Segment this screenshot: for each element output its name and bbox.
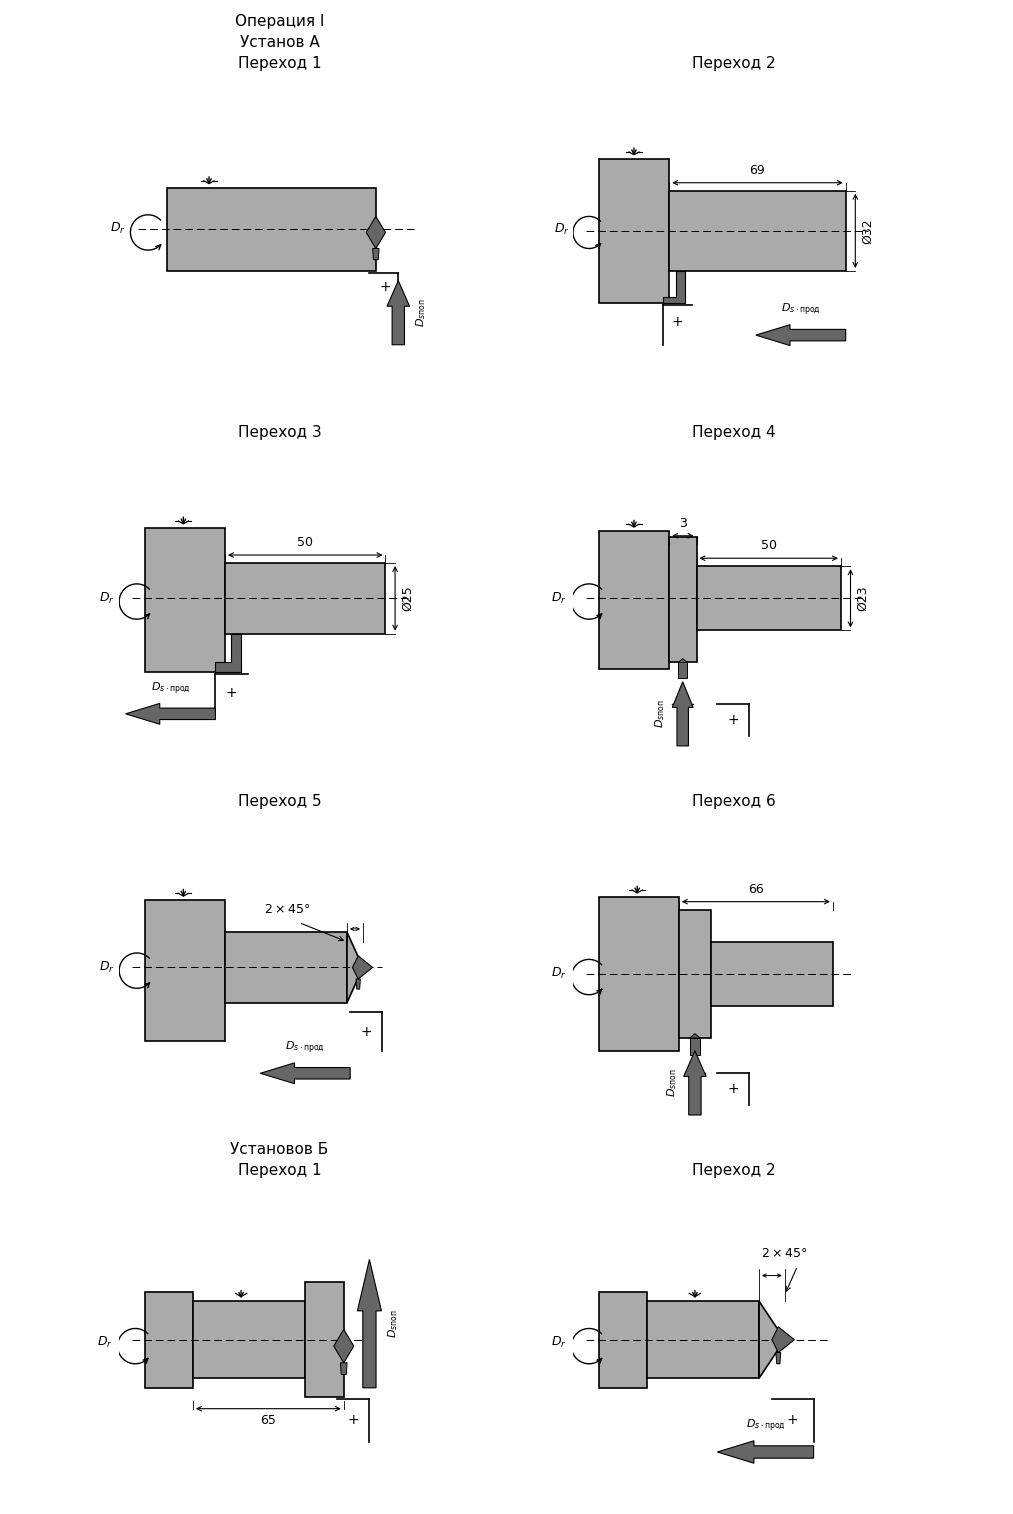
Polygon shape [367,217,386,248]
Text: 69: 69 [750,164,766,177]
FancyBboxPatch shape [167,188,376,271]
Polygon shape [679,663,687,678]
FancyBboxPatch shape [599,159,670,303]
FancyBboxPatch shape [193,1301,305,1378]
FancyBboxPatch shape [225,563,386,634]
FancyBboxPatch shape [225,933,347,1002]
Polygon shape [684,1051,706,1114]
Text: $D_r$: $D_r$ [110,221,126,236]
Text: $D_{s\text{поп}}$: $D_{s\text{поп}}$ [386,1310,400,1338]
Text: +: + [347,1413,360,1426]
Polygon shape [347,933,363,1002]
Text: $D_{s\cdot\text{прод}}$: $D_{s\cdot\text{прод}}$ [746,1419,785,1434]
Polygon shape [358,1260,382,1388]
Text: $D_{s\cdot\text{прод}}$: $D_{s\cdot\text{прод}}$ [286,1040,325,1057]
Polygon shape [776,1352,781,1364]
FancyBboxPatch shape [711,942,833,1005]
Polygon shape [216,634,241,672]
Title: Переход 6: Переход 6 [692,793,775,808]
Text: 50: 50 [761,539,777,553]
FancyBboxPatch shape [599,531,670,669]
Text: +: + [727,713,739,727]
Text: $D_r$: $D_r$ [97,1335,113,1350]
Polygon shape [126,704,216,724]
FancyBboxPatch shape [145,899,225,1042]
Polygon shape [772,1326,794,1352]
FancyBboxPatch shape [697,566,841,630]
Polygon shape [373,248,379,260]
FancyBboxPatch shape [670,537,697,663]
FancyBboxPatch shape [646,1301,759,1378]
Text: $D_{s\text{поп}}$: $D_{s\text{поп}}$ [653,699,668,728]
Text: $D_{s\text{поп}}$: $D_{s\text{поп}}$ [666,1069,679,1098]
Text: $D_r$: $D_r$ [554,221,569,236]
FancyBboxPatch shape [670,191,846,271]
Text: Ø32: Ø32 [861,218,874,244]
Polygon shape [387,280,409,345]
Title: Переход 3: Переход 3 [238,425,321,441]
Polygon shape [756,324,846,345]
Polygon shape [353,955,373,980]
Text: +: + [727,1083,739,1096]
Text: +: + [361,1025,372,1039]
Title: Переход 2: Переход 2 [692,56,775,71]
Text: 65: 65 [260,1414,277,1428]
Text: +: + [380,280,391,294]
Text: $D_r$: $D_r$ [551,1335,567,1350]
Title: Переход 2: Переход 2 [692,1163,775,1178]
Polygon shape [663,271,685,303]
Text: $D_r$: $D_r$ [551,966,567,981]
Text: +: + [672,315,683,329]
FancyBboxPatch shape [145,1291,193,1388]
Title: Установов Б
Переход 1: Установов Б Переход 1 [231,1142,329,1178]
Text: $D_r$: $D_r$ [99,960,114,975]
FancyBboxPatch shape [599,1291,646,1388]
FancyBboxPatch shape [145,528,225,672]
Text: 50: 50 [297,536,313,550]
Text: Ø23: Ø23 [856,586,869,612]
Polygon shape [260,1063,350,1084]
Title: Переход 4: Переход 4 [692,425,775,441]
FancyBboxPatch shape [599,896,679,1051]
Text: 66: 66 [748,883,764,896]
FancyBboxPatch shape [679,910,711,1039]
Title: Операция I
Установ А
Переход 1: Операция I Установ А Переход 1 [235,14,324,71]
Polygon shape [679,659,687,663]
Text: 3: 3 [679,516,687,530]
Text: $2\times45°$: $2\times45°$ [263,902,310,916]
Polygon shape [356,980,361,989]
Text: $2\times45°$: $2\times45°$ [761,1246,807,1260]
Text: $D_r$: $D_r$ [551,590,567,606]
Polygon shape [690,1034,700,1039]
Polygon shape [340,1363,347,1375]
FancyBboxPatch shape [305,1282,343,1397]
Polygon shape [690,1039,700,1055]
Polygon shape [717,1441,813,1463]
Text: $D_r$: $D_r$ [99,590,114,606]
Title: Переход 5: Переход 5 [238,793,321,808]
Text: +: + [787,1413,798,1426]
Text: $D_{s\cdot\text{прод}}$: $D_{s\cdot\text{прод}}$ [781,301,821,318]
Text: $D_{s\text{поп}}$: $D_{s\text{поп}}$ [414,298,428,327]
Text: Ø25: Ø25 [401,586,414,612]
Text: +: + [226,686,237,699]
Polygon shape [759,1301,785,1378]
Polygon shape [333,1329,354,1363]
Polygon shape [673,681,693,746]
Text: $D_{s\cdot\text{прод}}$: $D_{s\cdot\text{прод}}$ [151,681,190,696]
